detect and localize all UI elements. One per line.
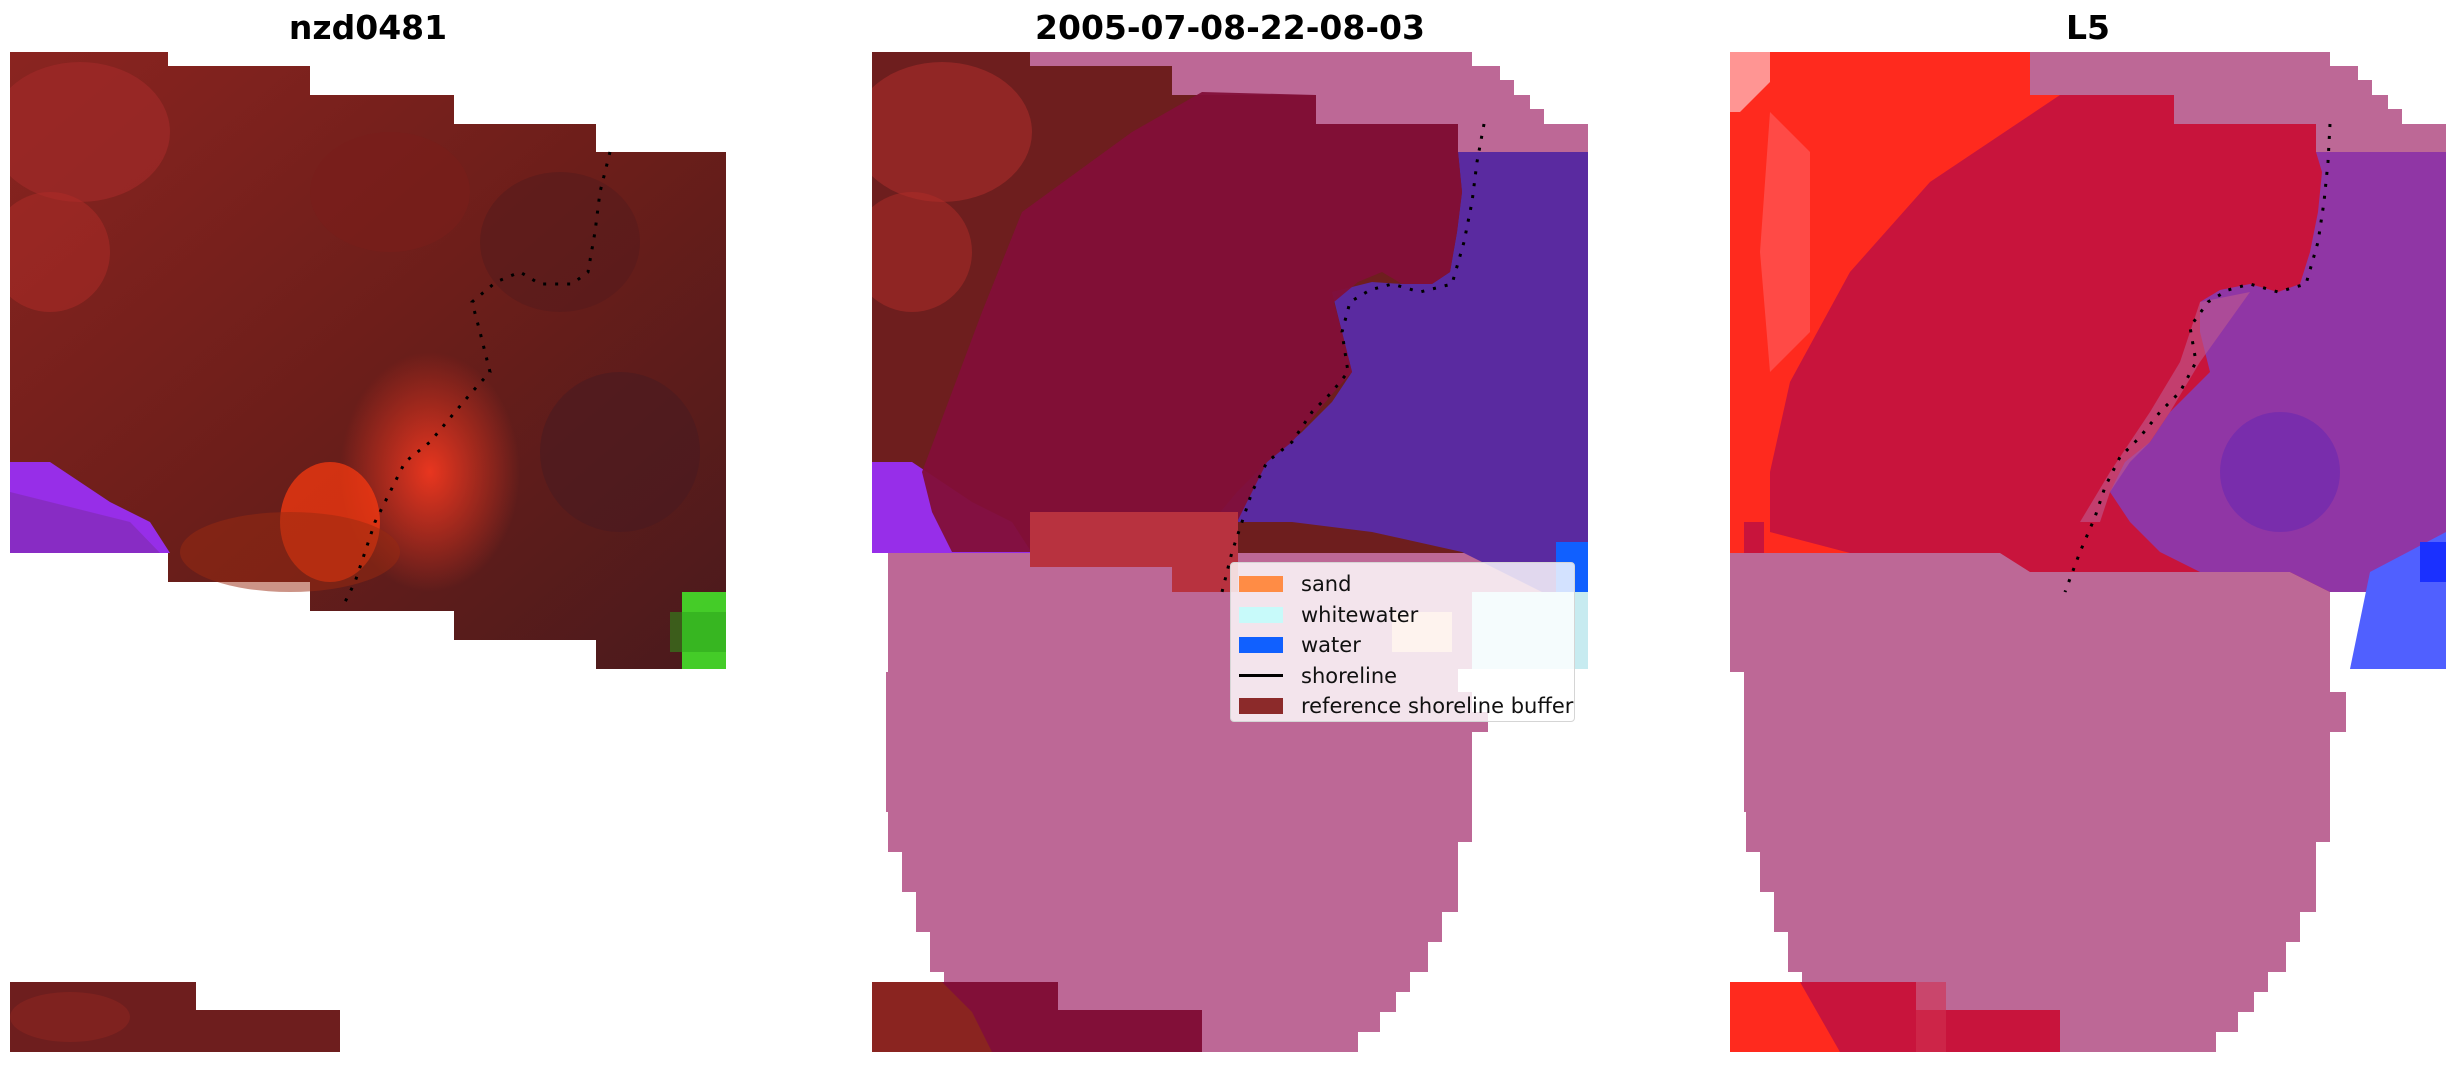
legend-label: water: [1301, 633, 1361, 658]
legend-item-reference-shoreline-buffer: reference shoreline buffer: [1239, 691, 1573, 722]
panel-title-2: 2005-07-08-22-08-03: [1035, 8, 1425, 47]
legend-swatch-sand: [1239, 576, 1283, 593]
legend-swatch-buffer: [1239, 698, 1283, 715]
legend-item-shoreline: shoreline: [1239, 661, 1566, 692]
legend: sand whitewater water shoreline referenc…: [1230, 562, 1575, 722]
legend-swatch-whitewater: [1239, 606, 1283, 623]
panel-title-1: nzd0481: [288, 8, 448, 47]
panel-3-image: [1730, 52, 2446, 1052]
legend-item-whitewater: whitewater: [1239, 600, 1566, 631]
panel-title-3: L5: [2066, 8, 2110, 47]
bottom-image-strip: [10, 982, 340, 1052]
legend-label: shoreline: [1301, 663, 1398, 688]
satellite-image-area: [1730, 52, 2446, 669]
panel-2-image: [872, 52, 1588, 1052]
legend-swatch-water: [1239, 637, 1283, 654]
legend-label: sand: [1301, 572, 1352, 597]
legend-label: whitewater: [1301, 602, 1419, 627]
panel-1-image: [10, 52, 726, 1052]
shoreline-line: [1220, 123, 1486, 593]
bottom-image-strip: [872, 982, 1202, 1052]
legend-line-shoreline: [1239, 674, 1283, 678]
satellite-image-area: [10, 52, 726, 669]
legend-item-water: water: [1239, 630, 1566, 661]
legend-label: reference shoreline buffer: [1301, 694, 1574, 719]
bottom-image-strip: [1730, 982, 2060, 1052]
legend-item-sand: sand: [1239, 569, 1566, 600]
